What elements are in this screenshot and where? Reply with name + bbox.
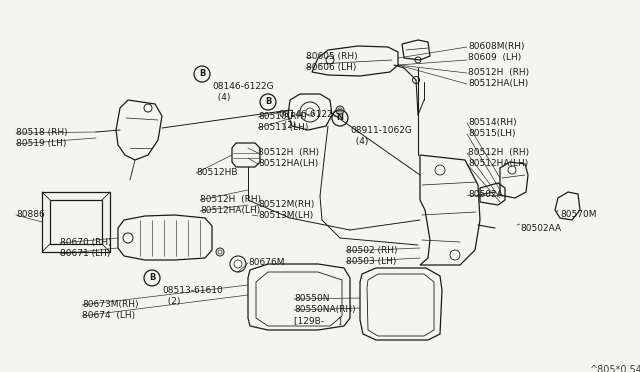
Text: (2): (2) [278, 121, 296, 130]
Text: 80550NA(RH): 80550NA(RH) [294, 305, 356, 314]
Text: 80512HA(LH): 80512HA(LH) [258, 159, 318, 168]
Text: (4): (4) [212, 93, 230, 102]
Text: 80570M: 80570M [560, 210, 596, 219]
Text: 80512HA(LH): 80512HA(LH) [468, 159, 528, 168]
Text: 80513M(LH): 80513M(LH) [258, 211, 313, 220]
Text: 80512H  (RH): 80512H (RH) [200, 195, 261, 204]
Text: 08513-61610: 08513-61610 [162, 286, 223, 295]
Text: B: B [199, 70, 205, 78]
Text: 80512H  (RH): 80512H (RH) [468, 68, 529, 77]
Text: 80510(RH): 80510(RH) [258, 112, 307, 121]
Text: 08911-1062G: 08911-1062G [350, 126, 412, 135]
Text: (4): (4) [350, 137, 369, 146]
Text: 80502AA: 80502AA [520, 224, 561, 233]
Text: 80515(LH): 80515(LH) [468, 129, 515, 138]
Text: 80670 (RH): 80670 (RH) [60, 238, 111, 247]
Text: 80674  (LH): 80674 (LH) [82, 311, 135, 320]
Text: 80512M(RH): 80512M(RH) [258, 200, 314, 209]
Text: 80606 (LH): 80606 (LH) [306, 63, 356, 72]
Text: 80502A: 80502A [468, 190, 503, 199]
Text: 80512HA(LH): 80512HA(LH) [200, 206, 260, 215]
Text: 80676M: 80676M [248, 258, 285, 267]
Text: 80512HA(LH): 80512HA(LH) [468, 79, 528, 88]
Text: 80519 (LH): 80519 (LH) [16, 139, 67, 148]
Text: 80512H  (RH): 80512H (RH) [468, 148, 529, 157]
Text: 80514(RH): 80514(RH) [468, 118, 516, 127]
Text: (2): (2) [162, 297, 180, 306]
Text: N: N [337, 113, 344, 122]
Text: 80511 (LH): 80511 (LH) [258, 123, 308, 132]
Text: 08146-6122G: 08146-6122G [278, 110, 340, 119]
Text: 80550N: 80550N [294, 294, 330, 303]
Text: 80608M(RH): 80608M(RH) [468, 42, 525, 51]
Text: 80886: 80886 [16, 210, 45, 219]
Text: B: B [149, 273, 155, 282]
Text: 80518 (RH): 80518 (RH) [16, 128, 68, 137]
Text: B: B [265, 97, 271, 106]
Text: 80671 (LH): 80671 (LH) [60, 249, 110, 258]
Text: 80512H  (RH): 80512H (RH) [258, 148, 319, 157]
Text: [129B-     ]: [129B- ] [294, 316, 342, 325]
Text: 80512HB: 80512HB [196, 168, 237, 177]
Text: ^805*0.54: ^805*0.54 [590, 365, 640, 372]
Text: 08146-6122G: 08146-6122G [212, 82, 274, 91]
Text: 80609  (LH): 80609 (LH) [468, 53, 521, 62]
Text: 80605 (RH): 80605 (RH) [306, 52, 358, 61]
Text: 80503 (LH): 80503 (LH) [346, 257, 396, 266]
Text: 80502 (RH): 80502 (RH) [346, 246, 397, 255]
Text: 80673M(RH): 80673M(RH) [82, 300, 138, 309]
